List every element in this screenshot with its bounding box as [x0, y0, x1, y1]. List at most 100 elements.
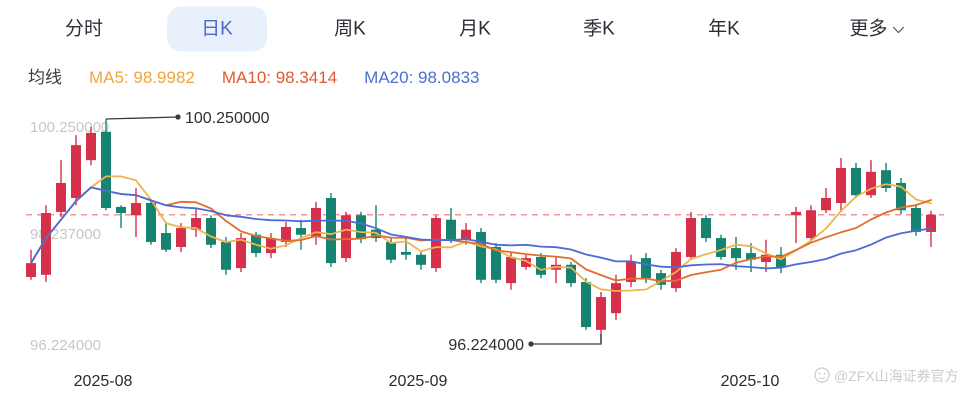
candle-body [536, 256, 546, 275]
candle-body [881, 170, 891, 188]
tab-quarterly[interactable]: 季K [569, 9, 629, 50]
high-annotation-line [105, 116, 179, 120]
x-axis-label-sep: 2025-09 [389, 373, 448, 390]
candle-body [56, 182, 66, 212]
candle-body [146, 203, 156, 242]
candle-body [506, 256, 516, 284]
low-annotation-dot [528, 341, 534, 347]
candle-body [566, 264, 576, 284]
candle-body [116, 206, 126, 214]
high-annotation-label: 100.250000 [185, 110, 270, 127]
tab-label: 分时 [64, 18, 104, 40]
candle-body [521, 258, 531, 267]
tab-label: 年K [708, 18, 740, 40]
y-axis-label-high: 100.250000 [30, 119, 109, 136]
y-axis-label-low: 96.224000 [30, 337, 101, 354]
candle-body [851, 167, 861, 196]
candle-body [386, 241, 396, 260]
candle-body [776, 254, 786, 267]
x-axis-label-aug: 2025-08 [74, 373, 133, 390]
candle-body [626, 261, 636, 283]
low-annotation: 96.224000 [448, 334, 602, 354]
high-annotation-dot [175, 114, 181, 120]
watermark-logo-dot [823, 372, 826, 375]
ma10-readout: MA10: 98.3414 [221, 68, 338, 87]
watermark: @ZFX山海证券官方 [814, 367, 959, 384]
tab-minute[interactable]: 分时 [51, 9, 117, 50]
candle-body [716, 238, 726, 257]
candle-body [161, 233, 171, 250]
candle-body [296, 228, 306, 235]
candle-body [461, 229, 471, 240]
candle-body [416, 254, 426, 265]
candle-body [806, 210, 816, 239]
candle-body [41, 213, 51, 275]
candle-body [821, 198, 831, 211]
candle-body [206, 218, 216, 245]
candle-body [281, 226, 291, 242]
candle-body [731, 248, 741, 259]
low-annotation-label: 96.224000 [448, 337, 524, 354]
low-annotation-line [533, 334, 602, 345]
period-tab-bar: 分时 日K 周K 月K 季K 年K 更多 [0, 0, 976, 58]
watermark-logo-dot [818, 372, 821, 375]
ma-legend: 均线 MA5: 98.9982 MA10: 98.3414 MA20: 98.0… [28, 66, 479, 90]
candle-body [221, 241, 231, 270]
ma-lines-layer [30, 175, 932, 292]
high-annotation: 100.250000 [105, 110, 270, 127]
candle-body [86, 132, 96, 161]
candle-body [191, 218, 201, 230]
tab-weekly[interactable]: 周K [320, 9, 380, 50]
candle-body [746, 253, 756, 260]
candle-body [371, 229, 381, 239]
x-axis: 2025-08 2025-09 2025-10 [74, 373, 780, 390]
candle-body [896, 182, 906, 211]
tab-label: 季K [583, 18, 615, 40]
candle-body [671, 251, 681, 289]
watermark-text: @ZFX山海证券官方 [834, 368, 959, 384]
candle-body [326, 198, 336, 264]
tab-label: 周K [334, 18, 366, 40]
ma20-line [30, 186, 932, 270]
candle-body [581, 282, 591, 328]
candle-body [341, 215, 351, 259]
candle-body [686, 218, 696, 257]
candle-body [236, 238, 246, 269]
candle-body [266, 238, 276, 254]
tab-daily[interactable]: 日K [167, 6, 267, 52]
tab-label: 月K [459, 18, 491, 40]
candle-body [791, 211, 801, 216]
x-axis-label-oct: 2025-10 [721, 373, 780, 390]
candle-body [911, 208, 921, 232]
candle-body [401, 251, 411, 255]
candle-body [476, 231, 486, 280]
tab-yearly[interactable]: 年K [694, 9, 754, 50]
candle-body [701, 218, 711, 239]
tab-monthly[interactable]: 月K [445, 9, 505, 50]
candle-body [131, 203, 141, 216]
ma5-readout: MA5: 98.9982 [89, 68, 195, 87]
candle-body [446, 219, 456, 240]
tab-more[interactable]: 更多 [835, 9, 916, 50]
ma10-line [30, 186, 932, 283]
candle-body [866, 171, 876, 196]
watermark-logo-smile [818, 377, 826, 380]
candle-body [431, 218, 441, 269]
candle-body [101, 131, 111, 209]
candle-body [176, 228, 186, 247]
candle-body [611, 283, 621, 314]
candle-body [761, 254, 771, 262]
tab-label: 更多 [849, 18, 888, 40]
ma-legend-title: 均线 [28, 68, 62, 87]
candle-body [656, 273, 666, 285]
candle-body [311, 208, 321, 237]
ma5-line [30, 175, 932, 292]
tab-label: 日K [201, 18, 233, 40]
candle-body [71, 145, 81, 199]
candle-body [641, 258, 651, 279]
candle-body [836, 167, 846, 204]
watermark-logo-icon [814, 367, 830, 383]
y-axis-label-mid: 98.237000 [30, 226, 101, 243]
